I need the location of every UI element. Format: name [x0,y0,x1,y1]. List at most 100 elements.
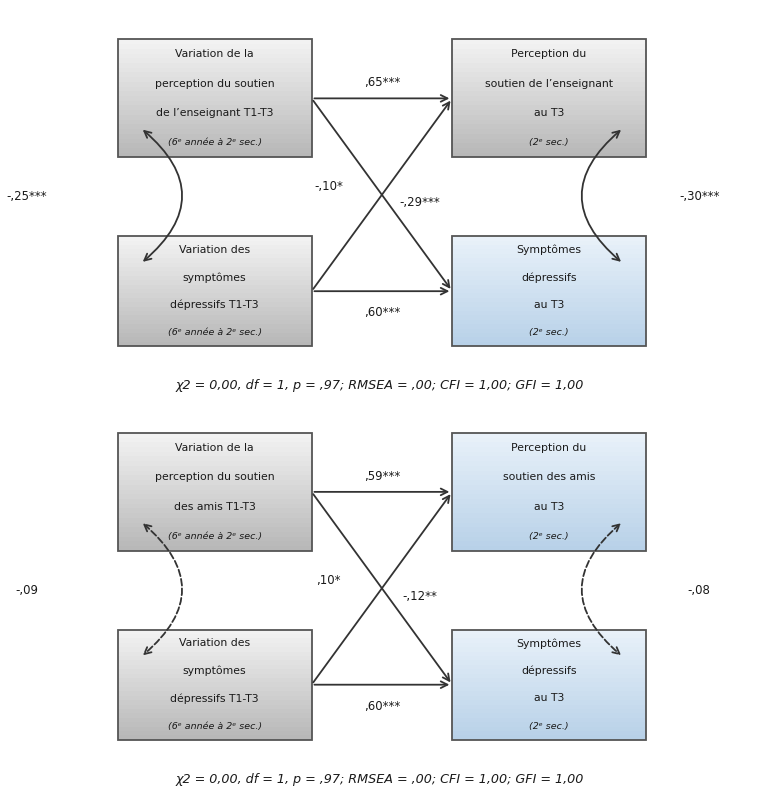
Text: dépressifs T1-T3: dépressifs T1-T3 [170,693,259,704]
Text: de l’enseignant T1-T3: de l’enseignant T1-T3 [156,108,274,118]
Bar [118,634,312,638]
Bar [452,504,646,508]
Bar [452,532,646,537]
Bar [118,713,312,718]
Bar [118,236,312,346]
Bar [118,475,312,480]
Bar [452,285,646,289]
Bar [452,302,646,307]
Bar [452,275,646,280]
Bar [452,297,646,302]
Bar [118,316,312,320]
Bar [118,735,312,740]
Bar [118,665,312,669]
Bar [452,320,646,324]
Text: -,29***: -,29*** [400,196,440,209]
Bar [118,91,312,96]
Text: ,10*: ,10* [316,574,341,587]
Bar [118,674,312,678]
Bar [452,311,646,316]
Bar [118,480,312,485]
Bar [452,148,646,153]
Bar [118,709,312,713]
Bar [118,504,312,508]
Bar [452,77,646,82]
Bar [452,652,646,656]
Bar [452,272,646,275]
Bar [452,656,646,660]
Bar [118,523,312,527]
Text: des amis T1-T3: des amis T1-T3 [174,501,255,512]
Bar [118,39,312,44]
Text: perception du soutien: perception du soutien [155,79,274,89]
Bar [118,630,312,740]
Bar [452,442,646,447]
Text: -,30***: -,30*** [679,190,720,203]
Text: (2ᵉ sec.): (2ᵉ sec.) [529,328,569,337]
Bar [452,289,646,294]
Bar [452,541,646,546]
Text: Symptômes: Symptômes [517,245,581,255]
Bar [118,143,312,148]
Text: χ2 = 0,00, df = 1, p = ,97; RMSEA = ,00; CFI = 1,00; GFI = 1,00: χ2 = 0,00, df = 1, p = ,97; RMSEA = ,00;… [176,773,584,785]
Bar [452,333,646,338]
Text: (6ᵉ année à 2ᵉ sec.): (6ᵉ année à 2ᵉ sec.) [168,532,261,541]
Bar [118,499,312,504]
Bar [118,461,312,466]
Bar [118,249,312,253]
Bar [452,709,646,713]
Bar [118,124,312,129]
Bar [118,669,312,674]
Bar [452,700,646,704]
Text: Symptômes: Symptômes [517,638,581,648]
Bar [118,39,312,157]
Bar [118,320,312,324]
Bar [452,258,646,263]
Bar [452,735,646,740]
Bar [118,54,312,58]
Bar [452,263,646,267]
Text: (2ᵉ sec.): (2ᵉ sec.) [529,139,569,147]
Bar [452,433,646,438]
Bar [118,58,312,63]
Bar [118,660,312,665]
Bar [452,249,646,253]
Bar [118,682,312,687]
Bar [118,456,312,461]
Bar [118,68,312,72]
Bar [118,656,312,660]
Bar [118,726,312,731]
Bar [118,513,312,518]
Bar [452,39,646,157]
Bar [118,338,312,342]
Bar [118,49,312,54]
Bar [118,253,312,258]
Bar [118,236,312,241]
Bar [452,87,646,91]
Text: Perception du: Perception du [511,49,587,59]
Bar [452,674,646,678]
Bar [452,452,646,456]
Bar [452,120,646,124]
Bar [452,115,646,120]
Bar [452,438,646,442]
Text: perception du soutien: perception du soutien [155,472,274,482]
Bar [118,333,312,338]
Text: -,25***: -,25*** [6,190,47,203]
Bar [452,153,646,157]
Bar [118,72,312,77]
Bar [118,77,312,82]
Bar [118,342,312,346]
Bar [118,311,312,316]
Bar [452,324,646,329]
Bar [118,297,312,302]
Text: (6ᵉ année à 2ᵉ sec.): (6ᵉ année à 2ᵉ sec.) [168,139,261,147]
Bar [452,731,646,735]
Bar [118,82,312,87]
Bar [452,241,646,245]
Bar [118,704,312,709]
Bar [118,120,312,124]
Bar [118,115,312,120]
Bar [452,124,646,129]
Bar [452,110,646,115]
